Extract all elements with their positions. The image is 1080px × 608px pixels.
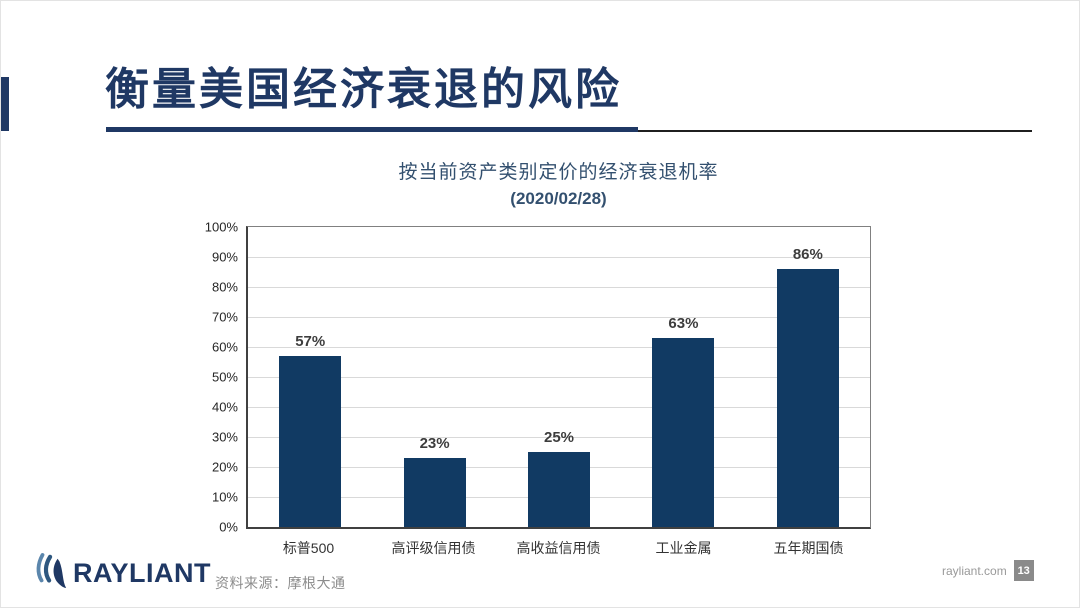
bar-value-label: 86% <box>792 246 823 263</box>
slide-title: 衡量美国经济衰退的风险 <box>105 65 622 114</box>
x-tick-label: 五年期国债 <box>773 540 844 556</box>
bar-slot: 63% <box>621 227 745 527</box>
y-tick-label: 90% <box>211 249 238 265</box>
website-url: rayliant.com <box>942 563 1007 578</box>
gridline <box>248 287 870 288</box>
y-tick-label: 70% <box>211 309 238 325</box>
y-tick-label: 80% <box>211 279 238 295</box>
x-axis-labels: 标普500 高评级信用债 高收益信用债 工业金属 五年期国债 <box>246 538 871 558</box>
bar-5 <box>776 269 839 527</box>
bar-3 <box>528 452 591 527</box>
rayliant-logo-icon <box>34 551 68 596</box>
y-tick-label: 50% <box>211 369 238 385</box>
x-tick-label: 标普500 <box>282 540 335 556</box>
y-tick-label: 10% <box>211 489 238 505</box>
gridline <box>248 347 870 348</box>
rayliant-logo: RAYLIANT <box>34 551 211 596</box>
gridline <box>248 437 870 438</box>
bar-2 <box>403 458 466 527</box>
bar-slot: 23% <box>372 227 496 527</box>
bar-slot: 86% <box>746 227 870 527</box>
chart-subtitle: (2020/02/28) <box>510 189 607 208</box>
bar-value-label: 57% <box>295 333 326 350</box>
x-tick-label: 高收益信用债 <box>516 540 601 556</box>
x-tick-label: 高评级信用债 <box>391 540 476 556</box>
bar-4 <box>652 338 715 527</box>
gridline <box>248 317 870 318</box>
y-tick-label: 60% <box>211 339 238 355</box>
title-underline-thick <box>106 127 638 132</box>
y-tick-label: 30% <box>211 429 238 445</box>
y-axis-labels: 0% 10% 20% 30% 40% 50% 60% 70% 80% 90% 100% <box>1 220 238 535</box>
bar-slot: 25% <box>497 227 621 527</box>
gridline <box>248 377 870 378</box>
plot-area: 57% 23% 25% 63% 86% <box>246 226 871 529</box>
rayliant-logo-text: RAYLIANT <box>73 558 212 588</box>
gridline <box>248 257 870 258</box>
y-tick-label: 40% <box>211 399 238 415</box>
y-tick-label: 0% <box>219 519 238 535</box>
footer-site-group: rayliant.com 13 <box>942 560 1034 581</box>
bar-1 <box>279 356 342 527</box>
bar-value-label: 63% <box>668 315 699 332</box>
bar-value-label: 23% <box>419 435 450 452</box>
y-tick-label: 100% <box>204 219 238 235</box>
bar-slot: 57% <box>248 227 372 527</box>
gridline <box>248 407 870 408</box>
y-tick-label: 20% <box>211 459 238 475</box>
page-number-badge: 13 <box>1013 560 1034 581</box>
title-underline-thin <box>638 130 1032 132</box>
bar-value-label: 25% <box>544 429 575 446</box>
source-note: 资料来源：摩根大通 <box>215 575 346 591</box>
left-accent-bar <box>1 77 9 131</box>
bars-container: 57% 23% 25% 63% 86% <box>248 227 870 527</box>
x-tick-label: 工业金属 <box>655 540 712 556</box>
chart-title: 按当前资产类别定价的经济衰退机率 <box>398 162 719 183</box>
